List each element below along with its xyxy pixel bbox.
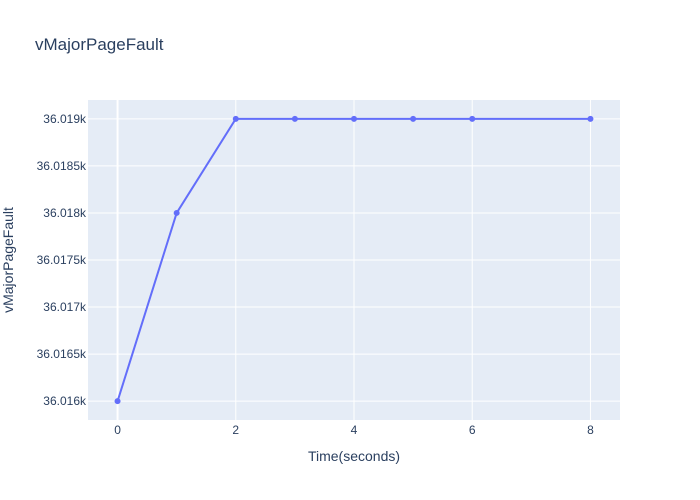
x-tick-labels: 0 2 4 6 8	[114, 423, 594, 437]
series-points	[114, 115, 594, 405]
x-tick-label: 8	[587, 423, 594, 437]
x-tick-label: 4	[351, 423, 358, 437]
data-point[interactable]	[587, 115, 594, 122]
y-tick-label: 36.016k	[43, 394, 87, 408]
y-tick-label: 36.0165k	[37, 347, 87, 361]
y-tick-label: 36.019k	[43, 112, 87, 126]
data-point[interactable]	[173, 209, 180, 216]
data-point[interactable]	[232, 115, 239, 122]
y-axis-title: vMajorPageFault	[0, 207, 16, 313]
data-point[interactable]	[291, 115, 298, 122]
y-tick-label: 36.0185k	[37, 159, 87, 173]
series-lines	[116, 117, 591, 402]
data-point[interactable]	[410, 115, 417, 122]
x-tick-label: 0	[114, 423, 121, 437]
y-tick-label: 36.018k	[43, 206, 87, 220]
x-gridlines	[116, 100, 591, 420]
data-point[interactable]	[469, 115, 476, 122]
x-tick-label: 6	[469, 423, 476, 437]
data-point[interactable]	[114, 398, 121, 405]
chart-title: vMajorPageFault	[35, 35, 164, 54]
data-point[interactable]	[351, 115, 357, 122]
y-tick-label: 36.0175k	[37, 253, 87, 267]
y-tick-label: 36.017k	[43, 300, 87, 314]
y-tick-labels: 36.016k 36.0165k 36.017k 36.0175k 36.018k 36.…	[37, 112, 87, 408]
series-line	[116, 117, 591, 402]
x-tick-label: 2	[232, 423, 239, 437]
x-axis-title: Time(seconds)	[308, 448, 400, 464]
